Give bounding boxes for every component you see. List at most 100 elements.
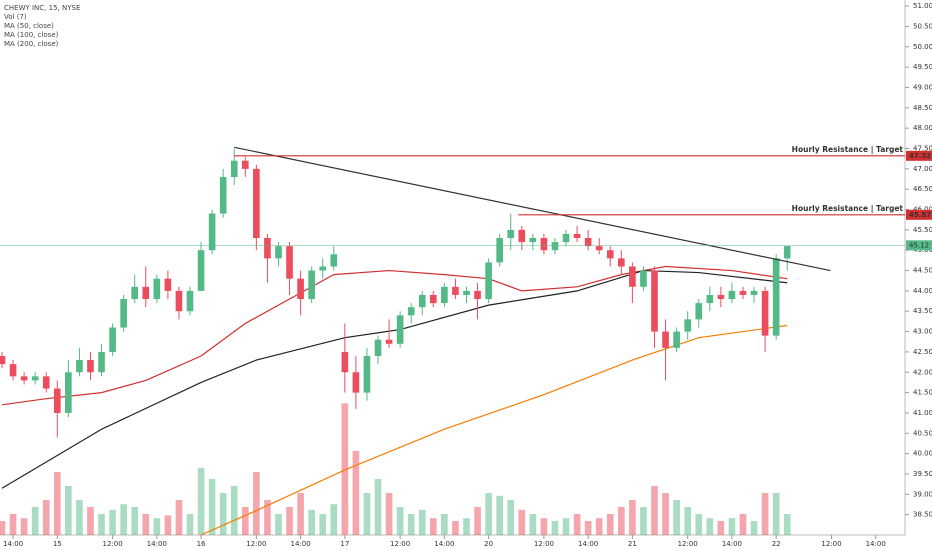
candle-body xyxy=(76,360,83,373)
candle-body xyxy=(783,246,791,259)
candle-body xyxy=(286,246,293,279)
y-tick-label: 51.00 xyxy=(913,2,932,10)
resistance-label: Hourly Resistance | Target xyxy=(792,145,904,155)
volume-bar xyxy=(186,514,194,535)
volume-bar xyxy=(507,500,515,535)
y-tick-label: 43.50 xyxy=(913,307,932,315)
candle-body xyxy=(772,258,780,336)
candle-body xyxy=(53,388,61,413)
candle-body xyxy=(142,286,150,300)
y-tick-label: 39.00 xyxy=(913,490,932,498)
candle-body xyxy=(175,290,183,312)
moving-average xyxy=(1,265,788,406)
y-tick-label: 47.50 xyxy=(913,144,932,152)
y-tick-label: 43.00 xyxy=(913,328,932,336)
volume-bar xyxy=(120,504,127,535)
y-tick-label: 50.00 xyxy=(913,43,932,51)
last-price-label: 45.12 xyxy=(909,241,929,249)
candle-body xyxy=(441,286,448,304)
legend: CHEWY INC, 15, NYSE Vol (7) MA (50, clos… xyxy=(4,4,80,48)
x-tick-label: 17 xyxy=(340,540,349,548)
candle-body xyxy=(374,339,382,356)
candle-body xyxy=(109,327,116,352)
x-tick-label: 21 xyxy=(628,540,637,548)
candle-body xyxy=(640,270,647,287)
x-tick-label: 12:00 xyxy=(390,540,410,548)
volume-bar xyxy=(584,521,592,535)
volume-bar xyxy=(441,514,448,535)
y-tick-label: 50.50 xyxy=(913,22,932,30)
volume-bar xyxy=(750,521,758,535)
volume-bar xyxy=(728,518,736,535)
volume-bar xyxy=(330,504,338,535)
volume-bar xyxy=(264,500,271,535)
volume-bar xyxy=(153,518,161,535)
candle-body xyxy=(42,376,50,389)
volume-bar xyxy=(573,514,581,535)
candle-body xyxy=(474,290,481,300)
volume-bar xyxy=(20,518,28,535)
volume-bar xyxy=(42,500,50,535)
volume-bar xyxy=(496,495,503,535)
volume-bar xyxy=(65,486,72,535)
resistance-price-box xyxy=(906,150,932,161)
volume-bar xyxy=(474,507,481,535)
candle-body xyxy=(341,351,349,373)
volume-bar xyxy=(9,514,17,535)
volume-bar xyxy=(518,509,526,535)
volume-bar xyxy=(319,514,327,535)
candle-body xyxy=(651,270,658,332)
volume-bar xyxy=(618,507,625,535)
candle-body xyxy=(429,294,437,304)
candle-body xyxy=(407,307,415,316)
y-tick-label: 38.50 xyxy=(913,511,932,519)
candle-body xyxy=(65,372,72,413)
volume-bar xyxy=(706,518,714,535)
volume-bar xyxy=(230,486,238,535)
volume-bar xyxy=(142,514,150,535)
volume-bar xyxy=(308,509,315,535)
volume-bar xyxy=(606,514,614,535)
x-tick-label: 12:00 xyxy=(678,540,698,548)
candle-body xyxy=(330,254,338,267)
x-tick-label: 22 xyxy=(772,540,781,548)
y-tick-label: 49.00 xyxy=(913,83,932,91)
volume-bar xyxy=(452,521,459,535)
y-tick-label: 49.50 xyxy=(913,63,932,71)
candle-body xyxy=(352,372,360,393)
indicator-label: Vol (7) xyxy=(4,13,27,21)
x-tick-label: 20 xyxy=(484,540,493,548)
moving-average xyxy=(200,324,788,536)
volume-bar xyxy=(197,467,205,535)
volume-bar xyxy=(352,451,360,535)
candle-body xyxy=(31,376,39,381)
candle-body xyxy=(584,238,592,247)
candle-body xyxy=(153,278,161,300)
trendline xyxy=(234,146,831,272)
y-tick-label: 44.00 xyxy=(913,287,932,295)
candle-body xyxy=(253,168,260,239)
candle-body xyxy=(507,229,515,239)
x-tick-label: 14:00 xyxy=(722,540,742,548)
y-tick-label: 45.50 xyxy=(913,226,932,234)
volume-bar xyxy=(485,493,492,535)
chart-title: CHEWY INC, 15, NYSE xyxy=(4,4,80,12)
volume-bar xyxy=(739,514,747,535)
candle-body xyxy=(728,290,736,300)
candle-body xyxy=(717,294,725,300)
volume-bar xyxy=(286,507,293,535)
candle-body xyxy=(241,160,249,169)
candle-body xyxy=(418,294,426,308)
candle-body xyxy=(120,299,127,328)
volume-bar xyxy=(551,521,559,535)
volume-bar xyxy=(297,493,304,535)
candle-body xyxy=(87,360,94,373)
volume-bar xyxy=(684,507,691,535)
y-tick-label: 47.00 xyxy=(913,165,932,173)
volume-bar xyxy=(164,515,172,535)
volume-bar xyxy=(31,507,39,535)
candle-body xyxy=(131,286,139,300)
candle-body xyxy=(485,262,492,300)
candle-body xyxy=(98,351,105,373)
last-price-box xyxy=(906,240,932,251)
